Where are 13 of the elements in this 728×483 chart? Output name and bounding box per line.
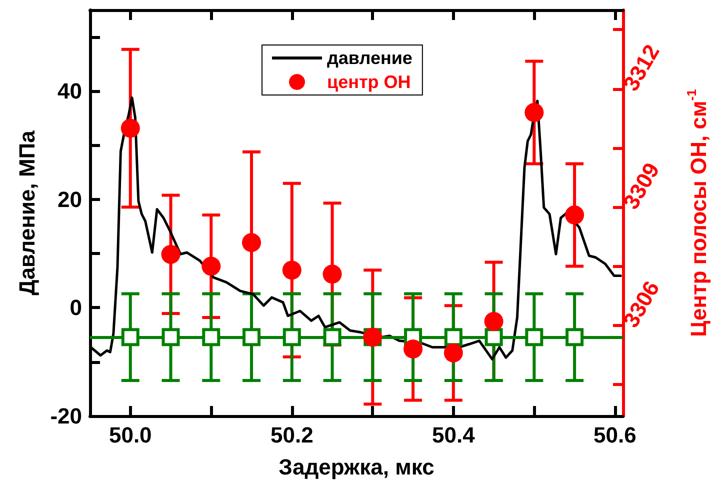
y2-axis-title: Центр полосы ОН, см-1 bbox=[684, 89, 711, 337]
legend-label: давление bbox=[327, 48, 412, 68]
x-tick-label: 50.2 bbox=[270, 422, 314, 448]
x-tick-label: 50.0 bbox=[108, 422, 152, 448]
y-tick-label: 40 bbox=[58, 78, 82, 104]
legend-label: центр ОН bbox=[327, 72, 411, 92]
y-tick-label: 20 bbox=[58, 186, 82, 212]
x-axis-title: Задержка, мкс bbox=[278, 454, 434, 480]
y-axis-title: Давление, МПа bbox=[14, 130, 40, 296]
x-tick-label: 50.6 bbox=[594, 422, 636, 448]
x-tick-label: 50.4 bbox=[432, 422, 476, 448]
y-tick-label: 0 bbox=[70, 295, 82, 320]
y-tick-label: -20 bbox=[50, 404, 82, 428]
